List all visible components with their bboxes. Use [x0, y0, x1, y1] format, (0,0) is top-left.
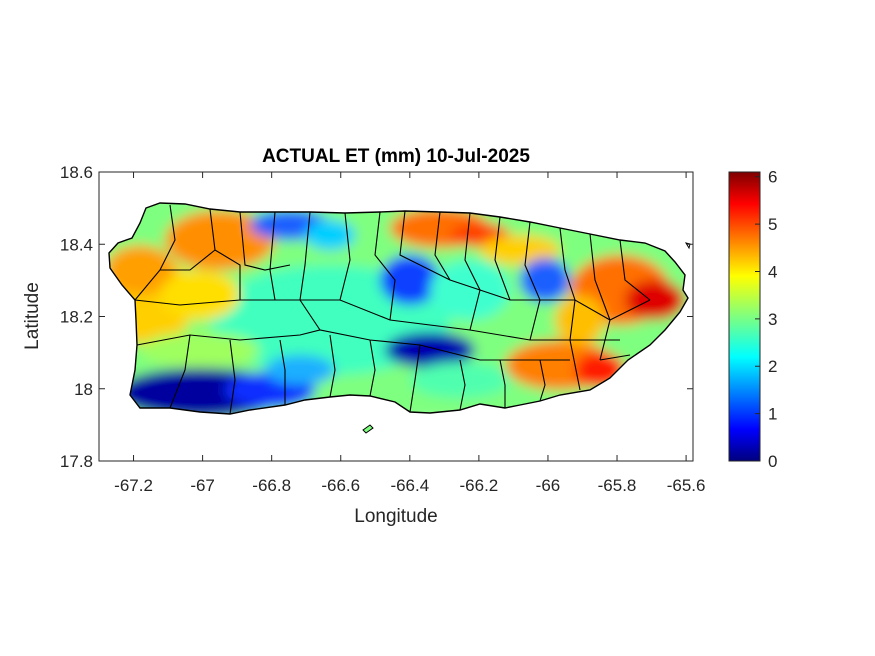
- colorbar-tick-label: 6: [768, 168, 777, 187]
- x-tick-label: -66.6: [321, 476, 360, 495]
- colorbar: 0 1 2 3 4 5 6: [728, 168, 777, 471]
- heat-east-red: [625, 280, 685, 320]
- colorbar-tick-label: 4: [768, 262, 777, 281]
- heat-west-orange: [109, 245, 175, 295]
- y-axis-title: Latitude: [22, 282, 43, 350]
- heat-central-blue-2: [520, 258, 570, 302]
- municipal-boundaries: [134, 204, 651, 414]
- x-axis-title: Longitude: [354, 506, 437, 527]
- heat-north-yellow: [480, 235, 560, 265]
- x-tick-label: -66: [536, 476, 561, 495]
- y-tick-label: 18: [74, 380, 93, 399]
- heat-north-coast-cyan: [305, 220, 355, 250]
- y-axis: 17.8 18 18.2 18.4 18.6: [60, 163, 693, 471]
- east-cay-outline: [684, 242, 691, 250]
- heat-northwest-yellow: [160, 270, 240, 320]
- heat-east-yellow: [555, 295, 605, 345]
- heat-central-cyan-2: [430, 260, 510, 320]
- small-island-outline: [362, 424, 374, 434]
- colorbar-tick-label: 5: [768, 215, 777, 234]
- heat-southwest-cyan: [265, 355, 335, 385]
- colorbar-tick-label: 1: [768, 405, 777, 424]
- x-tick-label: -66.2: [460, 476, 499, 495]
- x-tick-label: -66.4: [390, 476, 429, 495]
- colorbar-tick-label: 3: [768, 310, 777, 329]
- colorbar-ticks: 0 1 2 3 4 5 6: [755, 168, 777, 471]
- heat-south-green: [140, 332, 260, 368]
- x-tick-label: -67: [190, 476, 215, 495]
- et-heatmap: [109, 203, 688, 414]
- island-outline: [108, 202, 689, 415]
- x-tick-label: -65.8: [598, 476, 637, 495]
- colorbar-gradient: [728, 171, 761, 462]
- heat-south-central-cyan: [410, 362, 510, 398]
- y-tick-label: 18.2: [60, 308, 93, 327]
- colorbar-tick-label: 0: [768, 452, 777, 471]
- heat-south-central-blue: [385, 332, 475, 368]
- y-tick-label: 18.6: [60, 163, 93, 182]
- x-tick-label: -67.2: [114, 476, 153, 495]
- colorbar-tick-label: 2: [768, 357, 777, 376]
- heat-central-blue: [380, 255, 440, 305]
- chart-title: ACTUAL ET (mm) 10-Jul-2025: [262, 146, 530, 167]
- y-tick-label: 17.8: [60, 452, 93, 471]
- heat-northwest-orange: [165, 210, 275, 270]
- x-tick-label: -66.8: [252, 476, 291, 495]
- x-axis: -67.2 -67 -66.8 -66.6 -66.4 -66.2 -66 -65.8 -65.…: [114, 172, 705, 495]
- y-tick-label: 18.4: [60, 235, 93, 254]
- x-tick-label: -65.6: [667, 476, 706, 495]
